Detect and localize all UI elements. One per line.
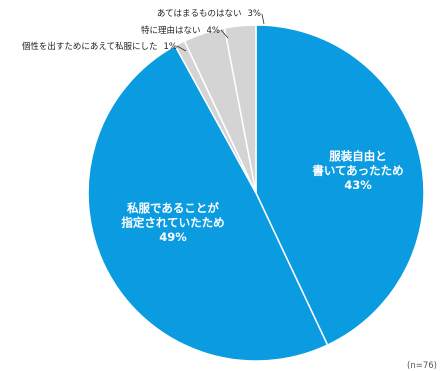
leader-lines xyxy=(176,13,265,52)
pie-slice-4 xyxy=(223,24,257,194)
slice-label-line: 私服であることが xyxy=(127,201,219,215)
slice-label-text: あてはまるものはない xyxy=(157,9,242,19)
slice-value-label: 43% xyxy=(344,178,372,192)
slice-label-line: 書いてあったため xyxy=(312,164,403,178)
leader-line-4 xyxy=(261,13,265,25)
slice-label-0: 服装自由と書いてあったため 43% xyxy=(312,149,403,192)
pie-slice-0 xyxy=(255,24,425,347)
sample-size-note: (n=76) xyxy=(407,361,437,371)
slice-labels: 服装自由と書いてあったため 43% 私服であることが指定されていたため 49% 個性を出… xyxy=(22,9,404,244)
slice-value-label: 49% xyxy=(159,230,187,244)
slice-value-label: 4% xyxy=(207,26,221,36)
slice-value-label: 1% xyxy=(164,42,178,52)
leader-line-3 xyxy=(220,29,229,39)
slice-label-text: 個性を出すためにあえて私服にした xyxy=(22,41,158,52)
slice-value-label: 3% xyxy=(248,9,262,19)
slice-label-3: 特に理由はない 4% xyxy=(141,25,220,36)
slice-label-text: 特に理由はない xyxy=(141,25,201,36)
slice-label-4: あてはまるものはない 3% xyxy=(157,9,261,19)
slice-label-2: 個性を出すためにあえて私服にした 1% xyxy=(22,41,177,52)
slice-label-line: 服装自由と xyxy=(329,149,387,163)
pie-slice-1 xyxy=(87,44,329,362)
slice-label-1: 私服であることが指定されていたため 49% xyxy=(121,201,224,244)
pie-slices xyxy=(87,24,425,362)
leader-line-2 xyxy=(176,45,187,52)
slice-label-line: 指定されていたため xyxy=(121,216,224,230)
